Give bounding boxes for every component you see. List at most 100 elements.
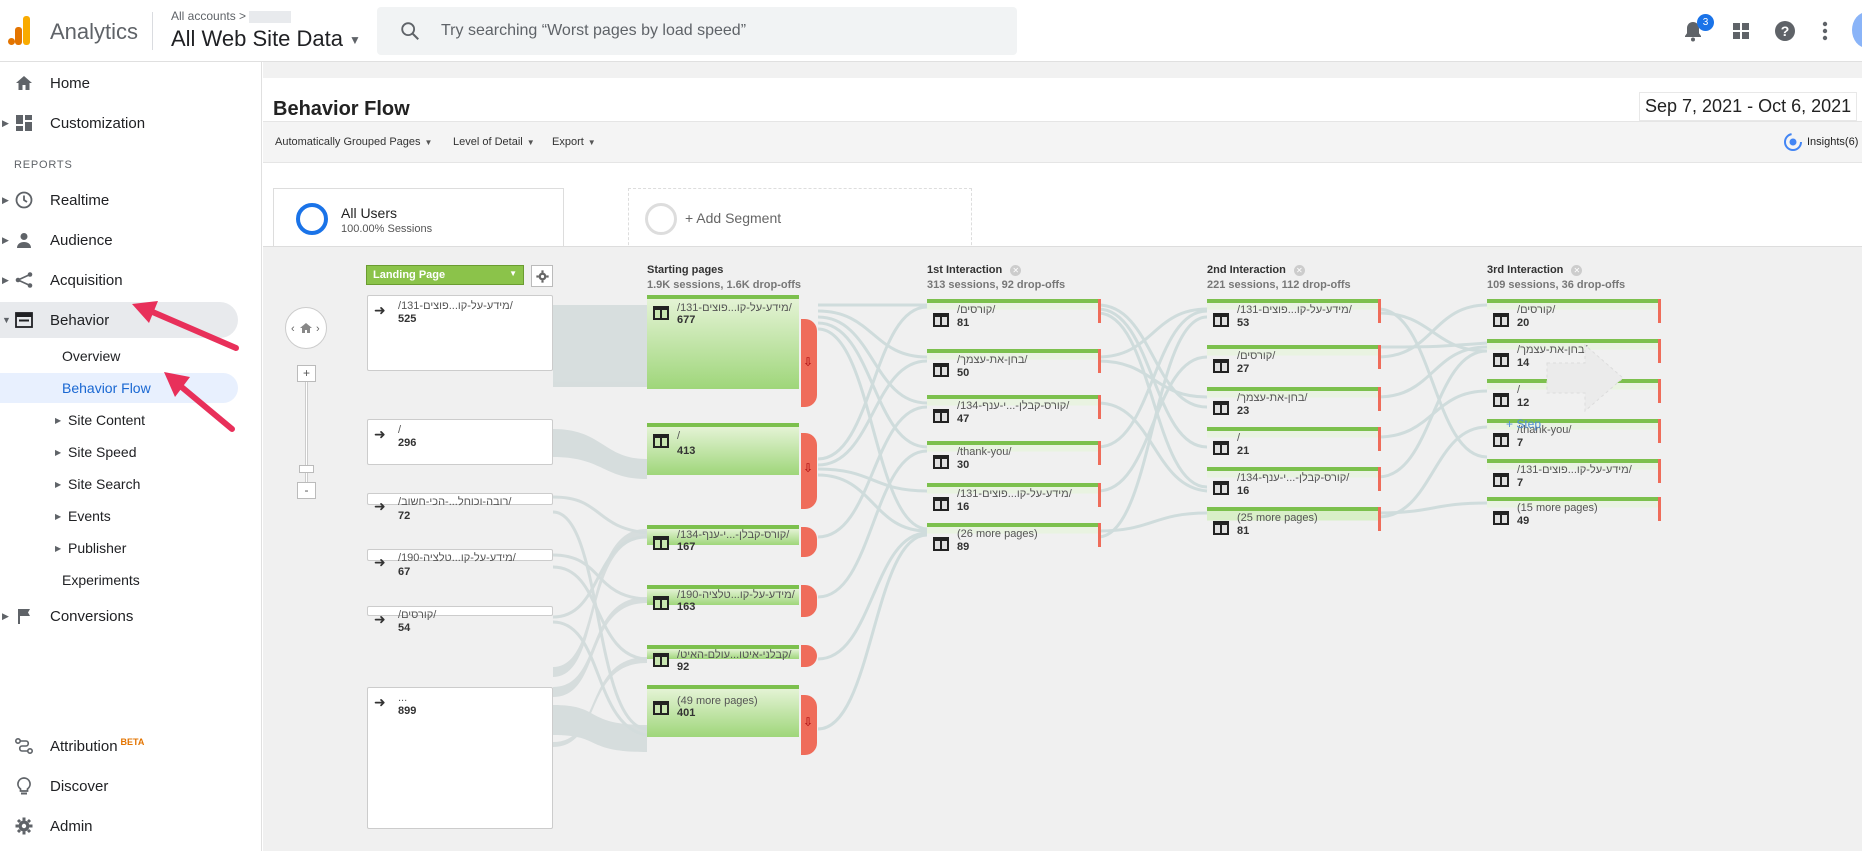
interaction-node[interactable]: /מידע-על-קו...פוצים-131/7 bbox=[1487, 459, 1661, 499]
landing-node[interactable]: ➜ /מידע-על-קו...טלציה-190/ 67 bbox=[367, 549, 553, 578]
sidebar-subitem-site-speed[interactable]: ▶ Site Speed bbox=[0, 437, 238, 467]
interaction-node[interactable]: (25 more pages) 81 bbox=[1207, 507, 1381, 547]
add-step-arrow-icon[interactable] bbox=[1545, 343, 1625, 413]
interaction-node[interactable]: /בחן-את-עצמך/50 bbox=[927, 349, 1101, 389]
node-count: 54 bbox=[398, 622, 411, 634]
apps-grid-icon[interactable] bbox=[1728, 18, 1754, 44]
sidebar-item-admin[interactable]: Admin bbox=[0, 808, 238, 844]
sidebar-item-customization[interactable]: ▶ Customization bbox=[0, 105, 238, 141]
sidebar-item-realtime[interactable]: ▶ Realtime bbox=[0, 182, 238, 218]
interaction-node[interactable]: (26 more pages) 89 bbox=[927, 523, 1101, 563]
dropoff-bar[interactable]: ⇩ bbox=[801, 433, 817, 509]
dropoff-bar[interactable]: ⇩ bbox=[801, 319, 817, 407]
annotation-arrow-icon bbox=[132, 301, 239, 351]
node-page-name: /מידע-על-קו...פוצים-131/ bbox=[1517, 464, 1632, 476]
node-count: 899 bbox=[398, 705, 417, 717]
dropoff-bar[interactable]: ⇩ bbox=[801, 695, 817, 755]
landing-page-dimension-select[interactable]: Landing Page ▼ bbox=[366, 265, 524, 285]
sidebar-item-conversions[interactable]: ▶ Conversions bbox=[0, 598, 238, 634]
export-dropdown[interactable]: Export ▼ bbox=[552, 136, 596, 148]
expand-arrow-icon: ▶ bbox=[2, 274, 9, 285]
column-summary: 1.9K sessions, 1.6K drop-offs bbox=[647, 279, 802, 291]
dropoff-marker bbox=[1378, 427, 1381, 451]
starting-page-node[interactable]: /קבלני-איטו...עולם-האיט/ 92 bbox=[647, 645, 799, 673]
sidebar-item-label: Conversions bbox=[50, 607, 134, 625]
starting-page-node[interactable]: /קורס-קבלן-...י-ענף-134/ 167 bbox=[647, 525, 799, 553]
starting-page-node[interactable]: /מידע-על-קו...פוצים-131/ 677 bbox=[647, 295, 799, 389]
account-breadcrumb[interactable]: All accounts > bbox=[171, 9, 292, 23]
zoom-out-button[interactable]: - bbox=[297, 482, 316, 499]
dropoff-bar[interactable] bbox=[801, 527, 817, 557]
interaction-node[interactable]: (15 more pages) 49 bbox=[1487, 497, 1661, 537]
interaction-node[interactable]: /מידע-על-קו...פוצים-131/16 bbox=[927, 483, 1101, 523]
sidebar-subitem-site-content[interactable]: ▶ Site Content bbox=[0, 405, 238, 435]
add-step-link[interactable]: + Step bbox=[1506, 417, 1542, 431]
analytics-logo-icon[interactable] bbox=[4, 14, 34, 46]
behavior-flow-canvas[interactable]: Landing Page ▼ Starting pages 1.9K sessio… bbox=[263, 246, 1862, 851]
landing-node[interactable]: ➜ /רובה-וכוחל...-הכי-חשוב/ 72 bbox=[367, 493, 553, 522]
sidebar-subitem-experiments[interactable]: Experiments bbox=[0, 565, 238, 595]
search-box[interactable]: Try searching “Worst pages by load speed… bbox=[377, 7, 1017, 55]
level-of-detail-dropdown[interactable]: Level of Detail ▼ bbox=[453, 136, 535, 148]
remove-column-icon[interactable]: ✕ bbox=[1571, 264, 1583, 276]
sidebar-item-audience[interactable]: ▶ Audience bbox=[0, 222, 238, 258]
sidebar-item-acquisition[interactable]: ▶ Acquisition bbox=[0, 262, 238, 298]
subitem-label: Site Content bbox=[68, 412, 146, 428]
sidebar-subitem-publisher[interactable]: ▶ Publisher bbox=[0, 533, 238, 563]
column-title-text: 1st Interaction bbox=[927, 264, 1003, 276]
insights-button[interactable]: Insights(6) bbox=[1783, 132, 1858, 152]
landing-node[interactable]: ➜ ... 899 bbox=[367, 687, 553, 829]
node-page-name: /בחן-את-עצמך/ bbox=[1237, 392, 1308, 404]
interaction-node[interactable]: /21 bbox=[1207, 427, 1381, 467]
starting-page-node[interactable]: (49 more pages) 401 bbox=[647, 685, 799, 737]
interaction-node[interactable]: /קורסים/20 bbox=[1487, 299, 1661, 339]
date-range-picker[interactable]: Sep 7, 2021 - Oct 6, 2021 bbox=[1639, 92, 1858, 121]
more-vert-icon[interactable] bbox=[1812, 18, 1838, 44]
subitem-label: Experiments bbox=[62, 572, 140, 588]
landing-node[interactable]: ➜ /קורסים/ 54 bbox=[367, 606, 553, 634]
settings-gear-button[interactable] bbox=[531, 265, 553, 287]
sidebar-subitem-overview[interactable]: Overview bbox=[0, 341, 238, 371]
remove-column-icon[interactable]: ✕ bbox=[1293, 264, 1305, 276]
entrance-arrow-icon: ➜ bbox=[374, 694, 386, 710]
column-header-3rd-interaction: 3rd Interaction ✕ 109 sessions, 36 drop-o… bbox=[1487, 264, 1625, 291]
dropoff-bar[interactable] bbox=[801, 645, 817, 667]
landing-node[interactable]: ➜ / 296 bbox=[367, 419, 553, 465]
sidebar-item-label: Audience bbox=[50, 231, 113, 249]
interaction-node[interactable]: /thank-you/30 bbox=[927, 441, 1101, 481]
interaction-node[interactable]: /מידע-על-קו...פוצים-131/53 bbox=[1207, 299, 1381, 339]
interaction-node[interactable]: /בחן-את-עצמך/23 bbox=[1207, 387, 1381, 427]
zoom-slider-handle[interactable] bbox=[299, 465, 314, 473]
add-segment-button[interactable]: + Add Segment bbox=[628, 188, 972, 250]
sidebar-subitem-site-search[interactable]: ▶ Site Search bbox=[0, 469, 238, 499]
sidebar-item-discover[interactable]: Discover bbox=[0, 768, 238, 804]
segment-sessions: 100.00% Sessions bbox=[341, 223, 433, 235]
interaction-node[interactable]: /קורסים/27 bbox=[1207, 345, 1381, 385]
page-icon bbox=[1213, 313, 1229, 327]
page-icon bbox=[933, 363, 949, 377]
sidebar-item-attribution[interactable]: Attribution BETA bbox=[0, 728, 238, 764]
node-page-name: /קורסים/ bbox=[1237, 350, 1276, 362]
interaction-node[interactable]: /קורס-קבלן-...י-ענף-134/47 bbox=[927, 395, 1101, 435]
sidebar-subitem-events[interactable]: ▶ Events bbox=[0, 501, 238, 531]
grouped-pages-dropdown[interactable]: Automatically Grouped Pages ▼ bbox=[275, 136, 432, 148]
remove-column-icon[interactable]: ✕ bbox=[1010, 264, 1022, 276]
interaction-node[interactable]: /קורס-קבלן-...י-ענף-134/16 bbox=[1207, 467, 1381, 507]
landing-node[interactable]: ➜ /מידע-על-קו...פוצים-131/ 525 bbox=[367, 295, 553, 371]
avatar[interactable] bbox=[1852, 12, 1862, 48]
sidebar-item-home[interactable]: Home bbox=[0, 65, 238, 101]
starting-page-node[interactable]: / 413 bbox=[647, 423, 799, 475]
property-selector[interactable]: All Web Site Data ▼ bbox=[171, 26, 361, 52]
starting-page-node[interactable]: /מידע-על-קו...טלציה-190/ 163 bbox=[647, 585, 799, 613]
zoom-in-button[interactable]: + bbox=[297, 365, 316, 382]
zoom-home-button[interactable]: ‹ › bbox=[285, 307, 327, 349]
level-of-detail-label: Level of Detail bbox=[453, 136, 523, 148]
segment-all-users[interactable]: All Users 100.00% Sessions bbox=[273, 188, 564, 250]
sidebar-item-behavior[interactable]: ▼ Behavior bbox=[0, 302, 238, 338]
help-icon[interactable]: ? bbox=[1772, 18, 1798, 44]
page-icon bbox=[1493, 393, 1509, 407]
dropoff-bar[interactable] bbox=[801, 585, 817, 617]
interaction-node[interactable]: /קורסים/81 bbox=[927, 299, 1101, 339]
home-icon bbox=[14, 73, 34, 93]
interaction-node[interactable]: /thank-you/7 bbox=[1487, 419, 1661, 459]
